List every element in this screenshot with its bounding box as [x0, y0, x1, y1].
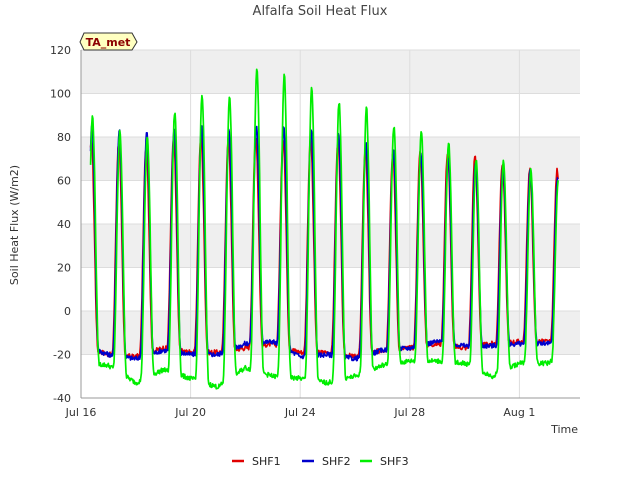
y-tick-label: 80: [57, 131, 71, 144]
station-badge-label: TA_met: [86, 36, 131, 49]
y-tick-label: -20: [53, 349, 71, 362]
plot-band: [81, 137, 580, 181]
y-tick-label: 60: [57, 175, 71, 188]
y-tick-label: -40: [53, 392, 71, 405]
y-tick-label: 40: [57, 218, 71, 231]
y-tick-label: 0: [64, 305, 71, 318]
station-badge: TA_met: [79, 32, 138, 51]
legend-label: SHF1: [252, 455, 281, 468]
y-axis-label: Soil Heat Flux (W/m2): [8, 165, 21, 285]
series-line-shf3: [89, 68, 559, 390]
y-tick-label: 20: [57, 262, 71, 275]
legend-item-shf1: SHF1: [232, 455, 281, 468]
x-axis-label: Time: [550, 423, 578, 436]
legend-item-shf3: SHF3: [360, 455, 409, 468]
axes: -40 -20 0 20 40 60 80 100 120 Jul 16 Jul 20 Jul 24 J…: [50, 44, 580, 419]
legend-item-shf2: SHF2: [302, 455, 351, 468]
x-tick-label: Jul 20: [174, 406, 206, 419]
plot-band: [81, 311, 580, 355]
y-tick-label: 100: [50, 88, 71, 101]
chart-title: Alfalfa Soil Heat Flux: [253, 4, 388, 19]
plot-band: [81, 224, 580, 268]
station-badge-shape: [79, 32, 138, 51]
legend-label: SHF3: [380, 455, 409, 468]
x-tick-label: Jul 28: [393, 406, 425, 419]
x-tick-label: Jul 24: [284, 406, 316, 419]
legend: SHF1 SHF2 SHF3: [232, 455, 409, 468]
plot-band: [81, 50, 580, 94]
x-tick-label: Jul 16: [65, 406, 97, 419]
y-tick-label: 120: [50, 44, 71, 57]
series-layer: [89, 68, 559, 390]
x-tick-label: Aug 1: [503, 406, 535, 419]
legend-label: SHF2: [322, 455, 351, 468]
